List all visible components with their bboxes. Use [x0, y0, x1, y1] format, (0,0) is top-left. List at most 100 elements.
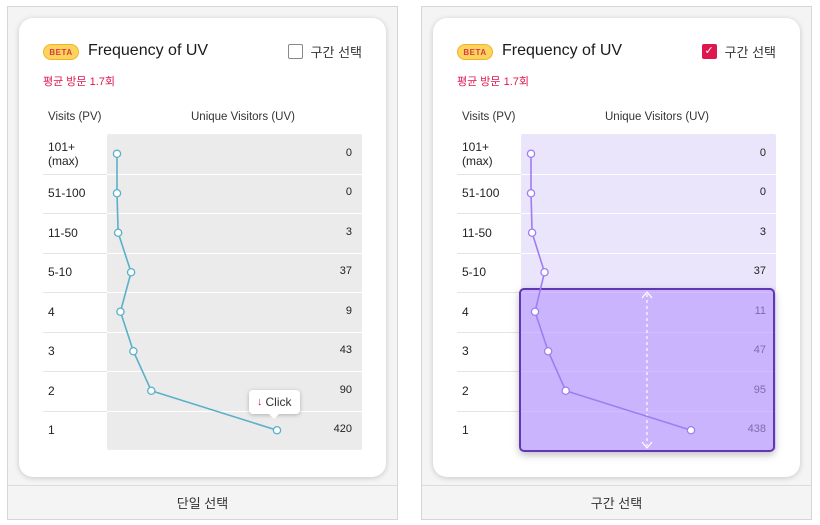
range-drag-guide[interactable] [637, 288, 657, 452]
uv-value-label: 37 [339, 265, 352, 278]
row-divider [457, 292, 521, 293]
row-divider [457, 410, 521, 412]
panel-single-select: BETA Frequency of UV 구간 선택 평균 방문 1.7회 Vi… [7, 6, 398, 520]
data-point[interactable] [526, 189, 536, 198]
uv-value-label: 3 [759, 225, 766, 238]
plot-row-divider [107, 371, 362, 372]
column-header-uv: Unique Visitors (UV) [605, 111, 709, 123]
row-divider [457, 331, 521, 333]
row-divider [43, 173, 107, 175]
selected-range-box[interactable] [519, 288, 775, 452]
average-visits: 평균 방문 1.7회 [457, 76, 530, 88]
data-point[interactable] [540, 267, 549, 277]
row-label: 11-50 [48, 225, 78, 240]
row-label: 1 [462, 423, 469, 438]
uv-frequency-card: BETA Frequency of UV ✓ 구간 선택 평균 방문 1.7회 … [433, 18, 800, 477]
footer-caption: 단일 선택 [8, 485, 397, 519]
data-point[interactable] [530, 307, 540, 316]
row-label: 4 [48, 304, 55, 319]
beta-badge: BETA [43, 44, 79, 60]
row-label: 2 [462, 383, 469, 398]
tooltip-text: Click [265, 395, 292, 410]
panel-range-select: BETA Frequency of UV ✓ 구간 선택 평균 방문 1.7회 … [421, 6, 812, 520]
range-select-label: 구간 선택 [724, 45, 776, 60]
uv-frequency-line-chart [112, 149, 282, 435]
column-header-uv: Unique Visitors (UV) [191, 111, 295, 123]
click-tooltip: ↓ Click [249, 390, 300, 420]
plot-row-divider [107, 331, 362, 333]
data-point[interactable] [113, 228, 123, 238]
footer-caption: 구간 선택 [422, 485, 811, 519]
uv-value-label: 43 [339, 344, 352, 357]
range-select-checkbox[interactable] [287, 44, 303, 59]
beta-badge: BETA [457, 44, 493, 60]
row-label: 3 [48, 344, 55, 359]
uv-value-label: 3 [345, 225, 352, 238]
data-point[interactable] [112, 149, 122, 158]
average-visits: 평균 방문 1.7회 [43, 76, 116, 88]
plot-row-divider [107, 173, 362, 175]
uv-value-label: 0 [759, 146, 766, 159]
data-point[interactable] [543, 346, 553, 356]
series-line [530, 153, 692, 432]
range-select-toggle[interactable]: ✓ 구간 선택 [701, 42, 776, 61]
row-label: 101+ (max) [48, 139, 79, 168]
row-divider [457, 252, 521, 254]
row-divider [43, 292, 107, 293]
uv-frequency-card: BETA Frequency of UV 구간 선택 평균 방문 1.7회 Vi… [19, 18, 386, 477]
range-select-label: 구간 선택 [310, 45, 362, 60]
uv-value-label: 0 [759, 186, 766, 199]
plot-row-divider [107, 292, 362, 293]
uv-value-label: 420 [333, 423, 352, 436]
row-label: 5-10 [48, 265, 73, 280]
column-header-visits: Visits (PV) [462, 111, 516, 123]
uv-value-label: 90 [339, 383, 352, 396]
range-select-toggle[interactable]: 구간 선택 [287, 42, 362, 61]
data-point[interactable] [527, 228, 537, 238]
range-select-checkbox[interactable]: ✓ [701, 44, 717, 59]
chart-plot-area[interactable]: 0 0 3 37 9 43 90 420 [107, 134, 362, 450]
row-divider [457, 371, 521, 372]
plot-row-divider [107, 252, 362, 254]
row-divider [43, 371, 107, 372]
row-label: 11-50 [462, 225, 492, 240]
uv-value-label: 0 [345, 186, 352, 199]
row-label: 5-10 [462, 265, 487, 280]
data-point[interactable] [126, 267, 136, 277]
data-point[interactable] [116, 307, 125, 316]
row-divider [43, 410, 107, 412]
row-divider [43, 331, 107, 333]
row-divider [43, 252, 107, 254]
plot-row-divider [521, 213, 776, 214]
row-divider [457, 173, 521, 175]
plot-row-divider [107, 410, 362, 412]
data-point[interactable] [147, 386, 156, 395]
row-label: 2 [48, 383, 55, 398]
data-point[interactable] [112, 189, 122, 198]
arrow-down-icon: ↓ [257, 396, 263, 409]
data-point[interactable] [272, 425, 282, 435]
row-label: 51-100 [48, 186, 86, 201]
check-icon: ✓ [704, 45, 714, 57]
uv-value-label: 9 [345, 304, 352, 317]
series-line [116, 153, 278, 432]
row-label: 1 [48, 423, 55, 438]
row-label: 101+ (max) [462, 139, 493, 168]
card-title: Frequency of UV [88, 42, 209, 59]
plot-row-divider [521, 173, 776, 175]
uv-frequency-line-chart [526, 149, 696, 435]
data-point[interactable] [561, 386, 570, 395]
row-divider [457, 213, 521, 214]
row-label: 4 [462, 304, 469, 319]
row-label: 51-100 [462, 186, 500, 201]
plot-row-divider [521, 252, 776, 254]
data-point[interactable] [129, 346, 138, 356]
row-divider [43, 213, 107, 214]
data-point[interactable] [526, 149, 536, 158]
column-header-visits: Visits (PV) [48, 111, 102, 123]
uv-value-label: 37 [753, 265, 766, 278]
card-title: Frequency of UV [502, 42, 623, 59]
data-point[interactable] [686, 425, 696, 435]
row-label: 3 [462, 344, 469, 359]
plot-row-divider [107, 213, 362, 214]
